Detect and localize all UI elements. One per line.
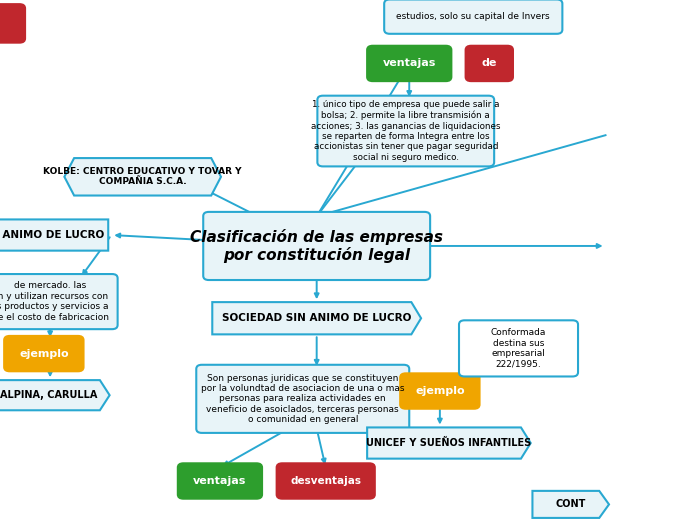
Polygon shape [0, 219, 109, 251]
FancyBboxPatch shape [384, 0, 562, 34]
FancyBboxPatch shape [317, 96, 494, 166]
FancyBboxPatch shape [178, 463, 262, 499]
Text: de mercado. las
en y utilizan recursos con
us productos y servicios a
ue el cost: de mercado. las en y utilizan recursos c… [0, 281, 109, 322]
FancyBboxPatch shape [400, 373, 480, 409]
FancyBboxPatch shape [4, 336, 84, 371]
Text: UNICEF Y SUEÑOS INFANTILES: UNICEF Y SUEÑOS INFANTILES [366, 438, 532, 448]
Text: ventajas: ventajas [193, 476, 246, 486]
Text: estudios, solo su capital de Invers: estudios, solo su capital de Invers [397, 12, 550, 21]
FancyBboxPatch shape [196, 365, 409, 433]
Polygon shape [64, 158, 221, 196]
FancyBboxPatch shape [466, 46, 513, 81]
Text: ejemplo: ejemplo [415, 386, 465, 396]
Text: CONT: CONT [555, 499, 586, 510]
Text: desventajas: desventajas [290, 476, 361, 486]
FancyBboxPatch shape [459, 320, 578, 376]
Polygon shape [367, 427, 531, 459]
FancyBboxPatch shape [0, 274, 118, 329]
Polygon shape [532, 491, 609, 518]
Text: Clasificación de las empresas
por constitución legal: Clasificación de las empresas por consti… [190, 229, 443, 263]
Polygon shape [0, 380, 110, 410]
FancyBboxPatch shape [0, 4, 25, 43]
FancyBboxPatch shape [203, 212, 430, 280]
Polygon shape [212, 302, 421, 334]
Text: KOLBE: CENTRO EDUCATIVO Y TOVAR Y
COMPAÑIA S.C.A.: KOLBE: CENTRO EDUCATIVO Y TOVAR Y COMPAÑ… [43, 167, 242, 187]
Text: ALPINA, CARULLA: ALPINA, CARULLA [0, 390, 97, 400]
Text: SOCIEDAD SIN ANIMO DE LUCRO: SOCIEDAD SIN ANIMO DE LUCRO [222, 313, 411, 323]
FancyBboxPatch shape [277, 463, 374, 499]
Text: Conformada
destina sus
empresarial
222/1995.: Conformada destina sus empresarial 222/1… [491, 328, 546, 369]
Text: de: de [482, 58, 497, 69]
Text: ejemplo: ejemplo [19, 348, 69, 359]
Text: ventajas: ventajas [383, 58, 436, 69]
FancyBboxPatch shape [367, 46, 451, 81]
Text: Son personas juridicas que se constituyen
por la volundtad de asociacion de una : Son personas juridicas que se constituye… [201, 373, 404, 424]
Text: 1. único tipo de empresa que puede salir a
bolsa; 2. permite la libre transmisió: 1. único tipo de empresa que puede salir… [311, 100, 500, 162]
Text: N ANIMO DE LUCRO: N ANIMO DE LUCRO [0, 230, 104, 240]
